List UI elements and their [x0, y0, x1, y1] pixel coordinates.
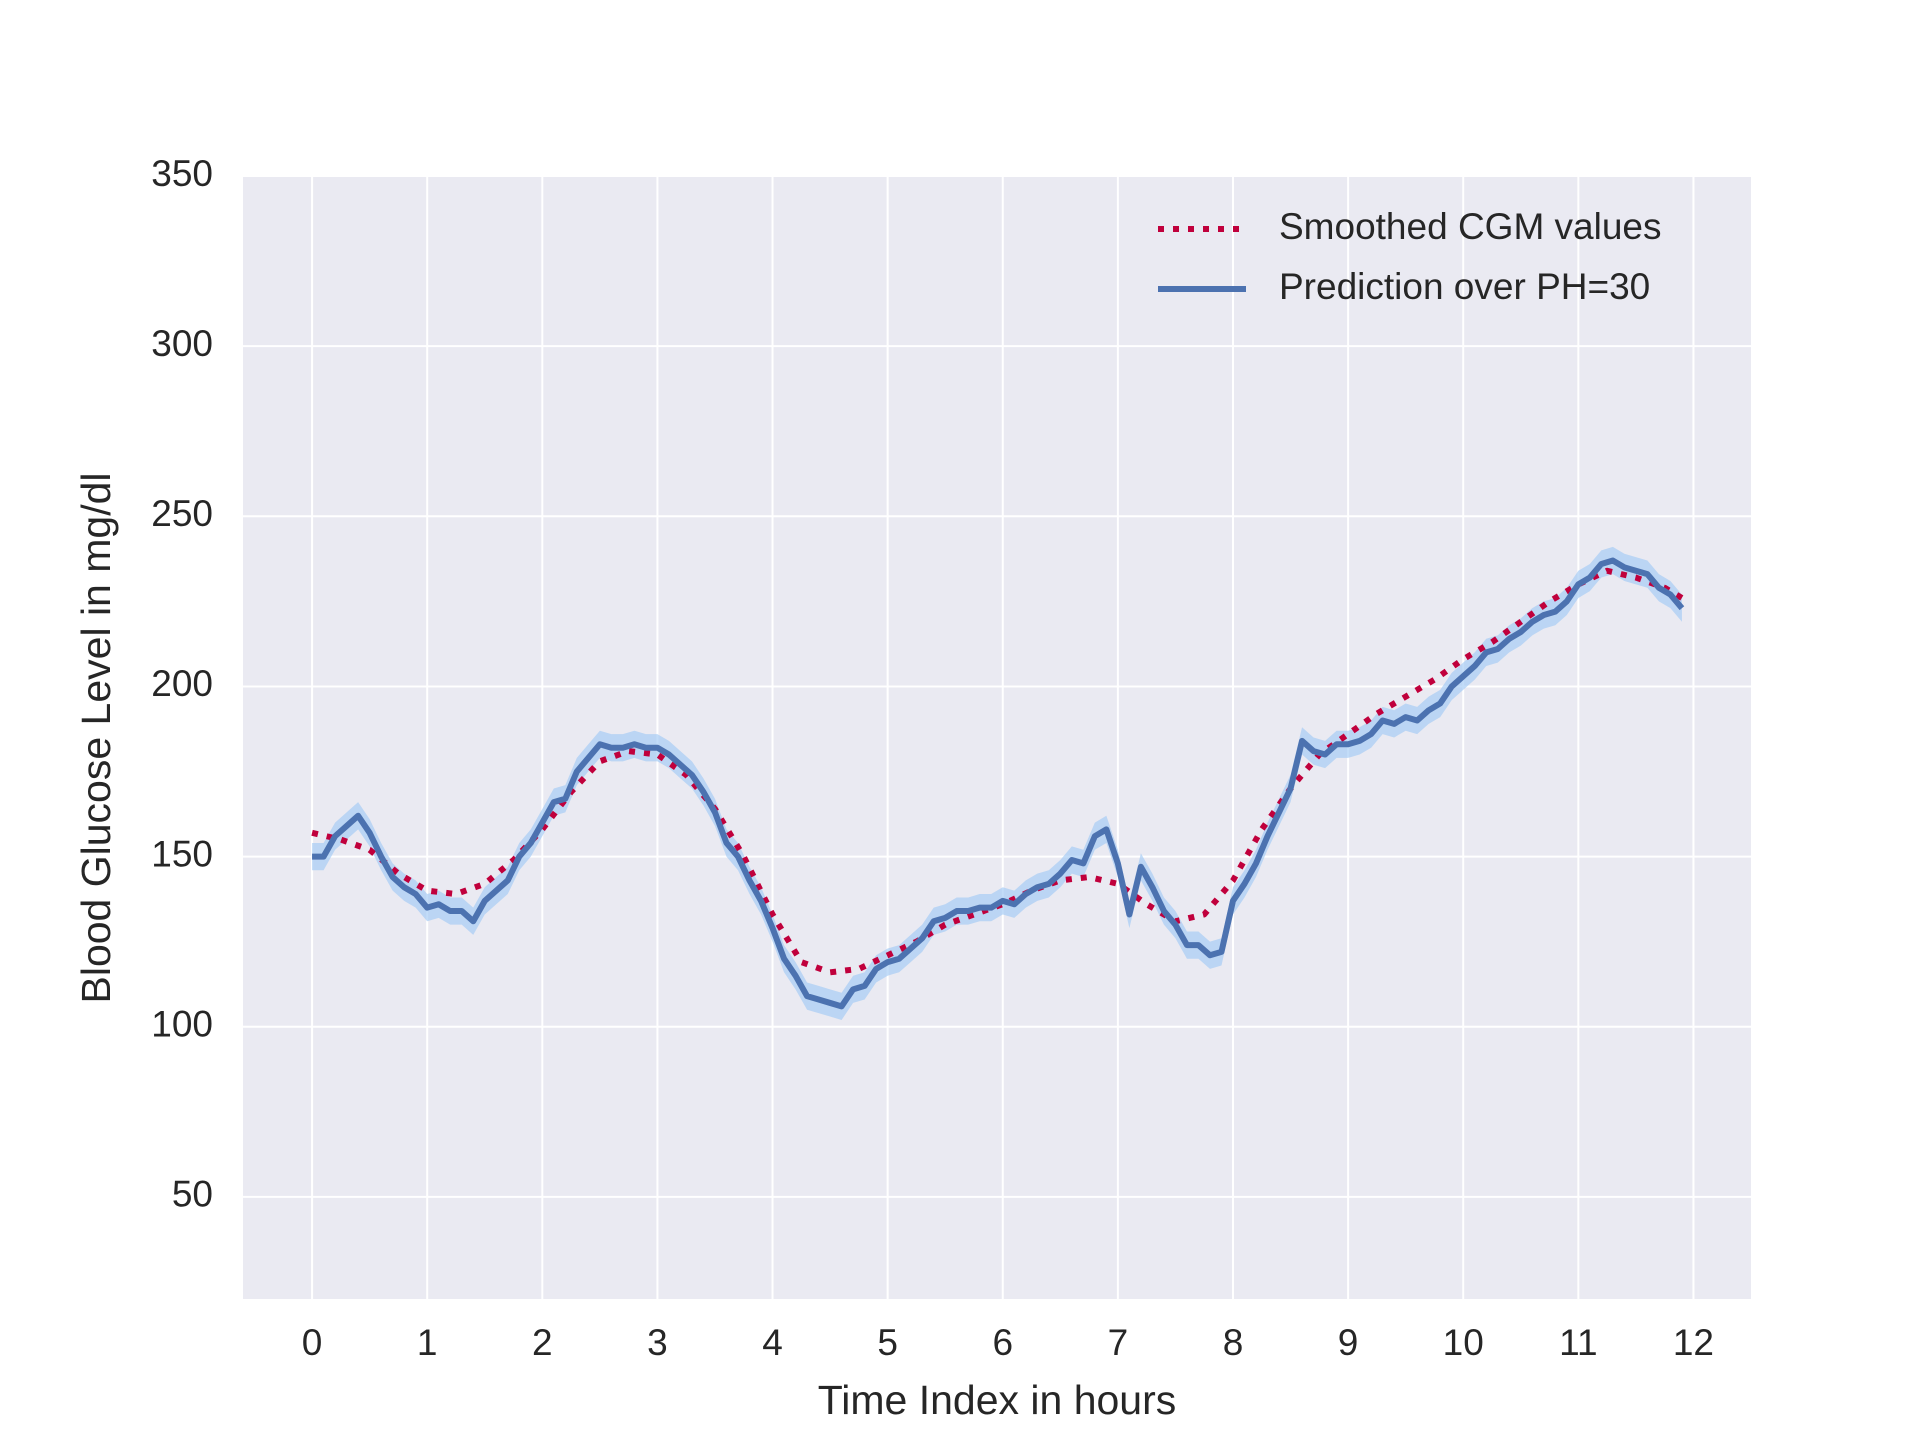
x-tick-label: 6 — [992, 1322, 1013, 1363]
y-tick-label: 250 — [151, 493, 213, 534]
y-tick-label: 200 — [151, 663, 213, 704]
legend-label: Prediction over PH=30 — [1279, 266, 1650, 307]
x-tick-label: 1 — [417, 1322, 438, 1363]
plot-area — [243, 176, 1751, 1299]
series-line — [312, 557, 1685, 1010]
y-tick-label: 150 — [151, 833, 213, 874]
x-axis-label: Time Index in hours — [818, 1377, 1177, 1423]
x-tick-label: 10 — [1443, 1322, 1484, 1363]
x-tick-label: 7 — [1108, 1322, 1129, 1363]
x-tick-label: 2 — [532, 1322, 553, 1363]
marks — [311, 546, 1685, 1020]
x-tick-label: 3 — [647, 1322, 668, 1363]
y-axis-label: Blood Glucose Level in mg/dl — [73, 472, 119, 1003]
x-tick-label: 5 — [877, 1322, 898, 1363]
x-tick-label: 8 — [1223, 1322, 1244, 1363]
x-tick-label: 12 — [1673, 1322, 1714, 1363]
x-tick-label: 0 — [302, 1322, 323, 1363]
grid — [243, 175, 1751, 1299]
legend-label: Smoothed CGM values — [1279, 206, 1662, 247]
y-tick-label: 50 — [172, 1174, 213, 1215]
x-tick-label: 11 — [1559, 1322, 1597, 1363]
y-tick-label: 100 — [151, 1004, 213, 1045]
y-tick-label: 300 — [151, 323, 213, 364]
x-tick-label: 9 — [1338, 1322, 1359, 1363]
x-tick-label: 4 — [762, 1322, 783, 1363]
y-tick-label: 350 — [151, 153, 213, 194]
